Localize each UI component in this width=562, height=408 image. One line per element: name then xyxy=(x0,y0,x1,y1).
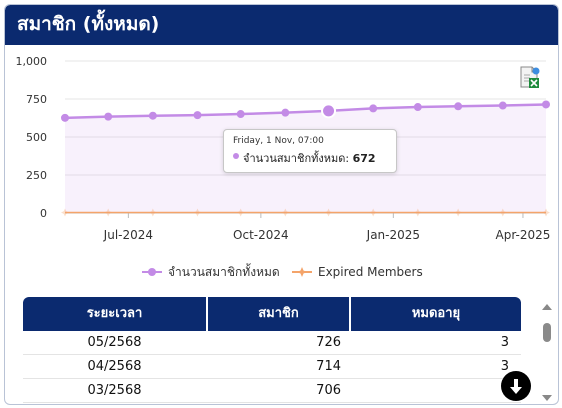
excel-export-icon[interactable] xyxy=(517,65,541,89)
tooltip-line: จำนวนสมาชิกทั้งหมด: 672 xyxy=(243,149,376,167)
data-point-expired-members xyxy=(498,208,507,217)
cell-members: 706 xyxy=(316,383,341,398)
x-tick-label: Jan-2025 xyxy=(366,228,420,242)
legend-marker-total xyxy=(142,268,162,276)
tooltip-series-dot xyxy=(233,153,239,159)
data-point-total-members xyxy=(61,113,69,122)
y-tick-label: 1,000 xyxy=(16,55,48,68)
data-point-total-members xyxy=(498,101,507,110)
table-row: 03/2568 706 xyxy=(23,379,521,403)
series-line-total-members xyxy=(64,103,547,120)
scroll-down-arrow[interactable] xyxy=(542,395,552,401)
data-point-total-members xyxy=(193,111,202,120)
header-divider xyxy=(349,297,351,331)
table-header-expired[interactable]: หมดอายุ xyxy=(411,306,461,321)
data-point-expired-members xyxy=(61,208,69,217)
data-point-total-members xyxy=(321,103,337,119)
cell-members: 726 xyxy=(316,335,341,350)
data-point-expired-members xyxy=(542,208,550,217)
header-divider xyxy=(206,297,208,331)
members-widget: สมาชิก (ทั้งหมด) 0 250 500 750 1,000 Jul-2024… xyxy=(4,4,559,405)
cell-expired: 3 xyxy=(500,335,509,350)
data-point-expired-members xyxy=(193,208,202,217)
data-point-expired-members xyxy=(369,208,378,217)
table-scrollbar[interactable] xyxy=(540,301,554,404)
tooltip-value: 672 xyxy=(352,152,376,165)
data-point-expired-members xyxy=(413,208,422,217)
x-tick-label: Oct-2024 xyxy=(233,228,289,242)
data-point-total-members xyxy=(454,102,463,111)
table-row: 04/2568 714 3 xyxy=(23,355,521,379)
data-point-expired-members xyxy=(324,208,333,217)
tooltip-date: Friday, 1 Nov, 07:00 xyxy=(233,136,324,146)
table-header-period[interactable]: ระยะเวลา xyxy=(86,306,143,321)
data-point-total-members xyxy=(281,108,290,117)
y-tick-label: 500 xyxy=(26,131,47,144)
data-point-expired-members xyxy=(148,208,157,217)
arrow-down-icon xyxy=(510,379,522,394)
scroll-up-arrow[interactable] xyxy=(542,304,552,310)
data-point-expired-members xyxy=(281,208,290,217)
cell-members: 714 xyxy=(316,359,341,374)
data-point-total-members xyxy=(104,112,113,121)
y-tick-label: 250 xyxy=(26,169,47,182)
scroll-down-button[interactable] xyxy=(501,371,531,401)
members-table: ระยะเวลา สมาชิก หมดอายุ 05/2568 726 3 04… xyxy=(23,297,521,404)
widget-header: สมาชิก (ทั้งหมด) xyxy=(5,5,558,45)
cell-period: 03/2568 xyxy=(87,383,142,398)
chart-legend: จำนวนสมาชิกทั้งหมด Expired Members xyxy=(5,263,558,281)
data-point-total-members xyxy=(542,100,550,109)
data-point-expired-members xyxy=(104,208,113,217)
y-tick-label: 0 xyxy=(40,207,47,220)
legend-item-total-members[interactable]: จำนวนสมาชิกทั้งหมด xyxy=(141,263,280,281)
x-tick-label: Jul-2024 xyxy=(103,228,153,242)
widget-title: สมาชิก (ทั้งหมด) xyxy=(17,13,160,35)
data-point-total-members xyxy=(148,111,157,120)
cell-expired: 3 xyxy=(500,359,509,374)
data-point-expired-members xyxy=(236,208,245,217)
cell-period: 05/2568 xyxy=(87,335,142,350)
chart-tooltip: Friday, 1 Nov, 07:00 จำนวนสมาชิกทั้งหมด:… xyxy=(223,129,397,173)
legend-label-total: จำนวนสมาชิกทั้งหมด xyxy=(168,264,280,279)
table-header: ระยะเวลา สมาชิก หมดอายุ xyxy=(23,297,521,331)
cell-expired xyxy=(351,379,509,402)
data-point-total-members xyxy=(413,103,422,112)
scrollbar-thumb[interactable] xyxy=(543,323,551,342)
table-row: 05/2568 726 3 xyxy=(23,331,521,355)
data-point-expired-members xyxy=(454,208,463,217)
y-tick-label: 750 xyxy=(26,93,47,106)
data-point-total-members xyxy=(369,104,378,113)
cell-period: 04/2568 xyxy=(87,359,142,374)
legend-marker-expired xyxy=(292,267,312,277)
x-tick-label: Apr-2025 xyxy=(496,228,551,242)
legend-label-expired: Expired Members xyxy=(318,265,423,279)
tooltip-label: จำนวนสมาชิกทั้งหมด: xyxy=(243,152,350,165)
legend-item-expired-members[interactable]: Expired Members xyxy=(291,263,423,281)
table-header-members[interactable]: สมาชิก xyxy=(258,306,299,321)
data-point-total-members xyxy=(236,110,245,119)
